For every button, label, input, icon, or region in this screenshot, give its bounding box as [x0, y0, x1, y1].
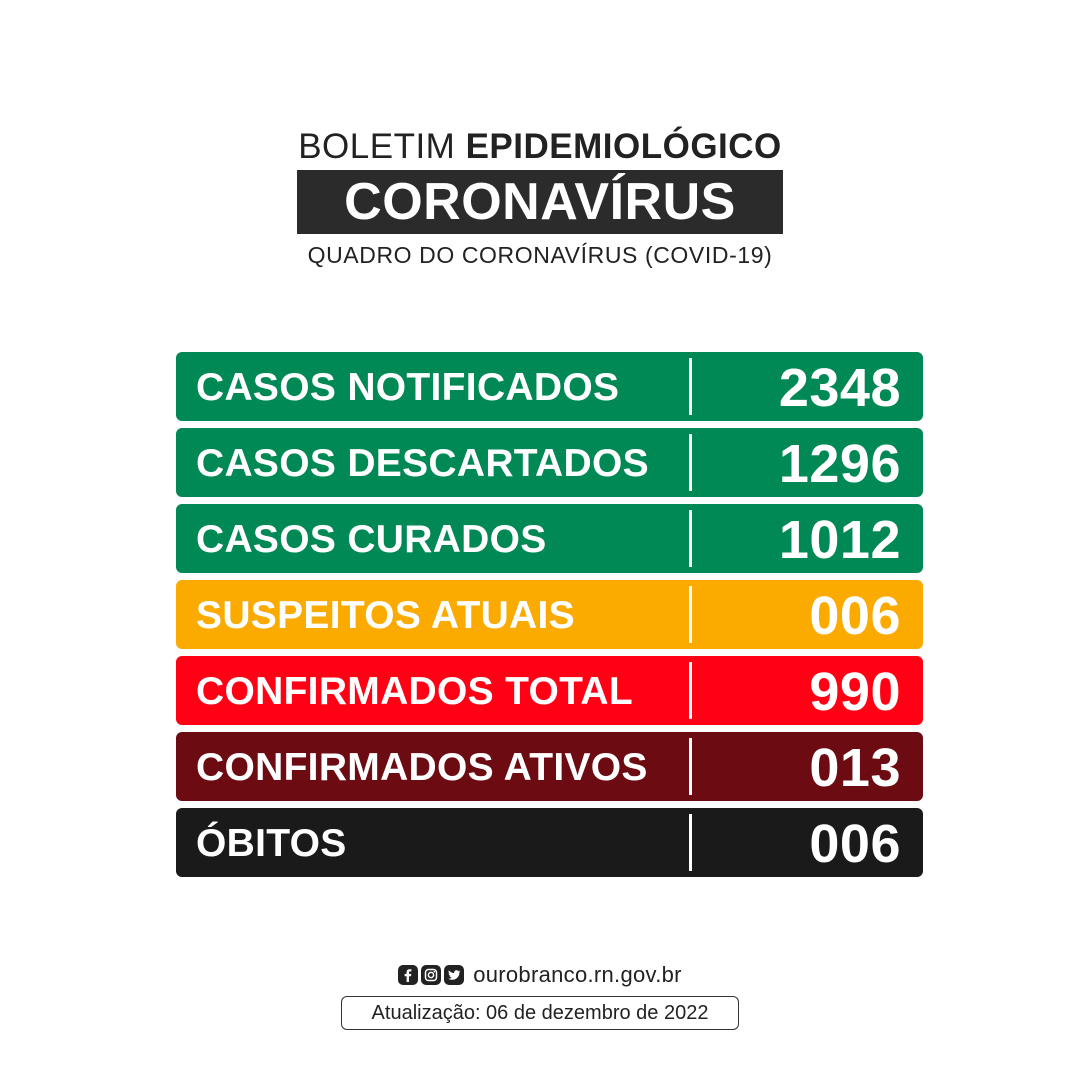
- epidemiologico-word: EPIDEMIOLÓGICO: [465, 127, 782, 166]
- row-divider: [689, 738, 692, 795]
- stat-label: CASOS NOTIFICADOS: [196, 366, 620, 409]
- stat-value: 006: [809, 814, 901, 874]
- row-divider: [689, 358, 692, 415]
- boletim-title: BOLETIM EPIDEMIOLÓGICO: [298, 126, 782, 168]
- stat-row-confirmados-total: CONFIRMADOS TOTAL 990: [176, 656, 923, 725]
- twitter-icon[interactable]: [444, 965, 465, 985]
- update-date-box: Atualização: 06 de dezembro de 2022: [341, 996, 739, 1030]
- stat-row-obitos: ÓBITOS 006: [176, 808, 923, 877]
- stat-label: CASOS DESCARTADOS: [196, 442, 649, 485]
- stat-label: CONFIRMADOS ATIVOS: [196, 746, 648, 789]
- stat-label: CONFIRMADOS TOTAL: [196, 670, 633, 713]
- stat-row-descartados: CASOS DESCARTADOS 1296: [176, 428, 923, 497]
- instagram-icon[interactable]: [421, 965, 442, 985]
- row-divider: [689, 510, 692, 567]
- stat-label: ÓBITOS: [196, 822, 347, 865]
- stat-label: SUSPEITOS ATUAIS: [196, 594, 575, 637]
- main-title: CORONAVÍRUS: [344, 173, 736, 231]
- stat-value: 2348: [778, 358, 901, 418]
- stat-row-curados: CASOS CURADOS 1012: [176, 504, 923, 573]
- stat-row-confirmados-ativos: CONFIRMADOS ATIVOS 013: [176, 732, 923, 801]
- social-line: ourobranco.rn.gov.br: [398, 960, 682, 990]
- header: BOLETIM EPIDEMIOLÓGICO CORONAVÍRUS QUADR…: [0, 126, 1080, 269]
- row-divider: [689, 434, 692, 491]
- update-date: Atualização: 06 de dezembro de 2022: [371, 1001, 709, 1024]
- footer: ourobranco.rn.gov.br Atualização: 06 de …: [0, 960, 1080, 1030]
- stat-value: 1296: [778, 434, 901, 494]
- website-link[interactable]: ourobranco.rn.gov.br: [473, 962, 682, 987]
- stat-value: 006: [809, 586, 901, 646]
- row-divider: [689, 586, 692, 643]
- row-divider: [689, 814, 692, 871]
- main-title-box: CORONAVÍRUS: [297, 170, 783, 234]
- row-divider: [689, 662, 692, 719]
- stat-value: 990: [809, 662, 901, 722]
- stat-label: CASOS CURADOS: [196, 518, 547, 561]
- boletim-word: BOLETIM: [298, 127, 456, 166]
- stat-row-notificados: CASOS NOTIFICADOS 2348: [176, 352, 923, 421]
- subtitle: QUADRO DO CORONAVÍRUS (COVID-19): [307, 242, 773, 268]
- stats-table: CASOS NOTIFICADOS 2348 CASOS DESCARTADOS…: [176, 352, 923, 884]
- stat-value: 1012: [778, 510, 901, 570]
- facebook-icon[interactable]: [398, 965, 419, 985]
- stat-row-suspeitos: SUSPEITOS ATUAIS 006: [176, 580, 923, 649]
- stat-value: 013: [809, 738, 901, 798]
